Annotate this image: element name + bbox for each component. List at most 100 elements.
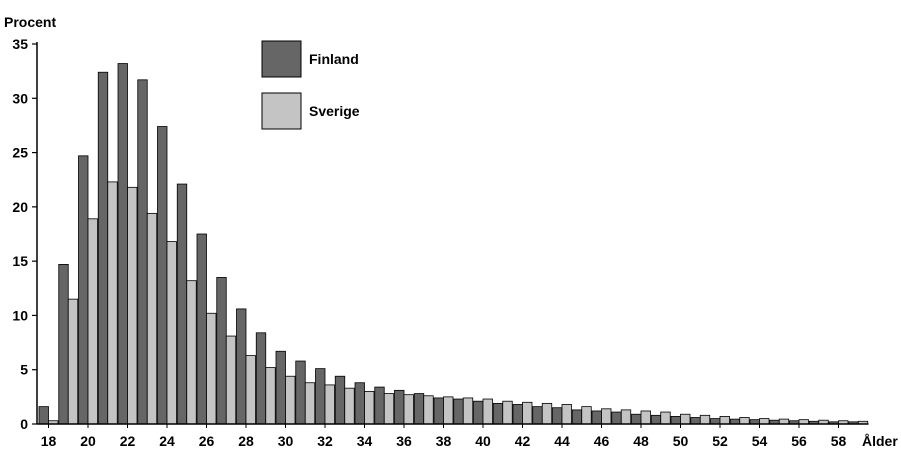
bar-finland-40 [473, 400, 484, 425]
bar-sverige-33 [344, 387, 355, 425]
bar-finland-35 [374, 386, 385, 425]
bar-sverige-22 [127, 186, 138, 425]
x-tick-label: 58 [831, 433, 847, 449]
x-tick-label: 48 [633, 433, 649, 449]
bar-finland-41 [492, 402, 504, 425]
y-tick-label: 20 [12, 199, 28, 215]
bar-finland-27 [216, 277, 227, 425]
y-axis-label: Procent [4, 14, 56, 30]
bar-sverige-44 [561, 404, 572, 425]
bar-sverige-54 [759, 418, 770, 425]
bar-sverige-27 [225, 335, 237, 425]
bar-finland-50 [670, 415, 681, 425]
bar-sverige-43 [541, 402, 553, 425]
bar-sverige-51 [699, 414, 711, 425]
x-tick-label: 38 [436, 433, 452, 449]
x-tick-label: 22 [120, 433, 136, 449]
bar-sverige-25 [186, 280, 197, 425]
bar-finland-52 [710, 418, 721, 425]
y-tick-label: 25 [12, 145, 28, 161]
bar-sverige-21 [107, 181, 118, 425]
bar-finland-21 [97, 71, 109, 425]
bar-sverige-19 [67, 298, 79, 425]
bar-finland-45 [571, 409, 583, 425]
y-tick-label: 10 [12, 307, 28, 323]
x-tick-label: 34 [357, 433, 373, 449]
bar-sverige-41 [502, 400, 513, 425]
legend-swatch-sverige [261, 92, 302, 130]
x-tick-label: 30 [278, 433, 294, 449]
bar-sverige-28 [245, 355, 256, 425]
x-tick-label: 56 [791, 433, 807, 449]
bar-finland-24 [157, 126, 168, 425]
bar-sverige-45 [581, 406, 592, 425]
bar-finland-22 [117, 63, 128, 425]
bar-finland-39 [453, 398, 464, 425]
bar-sverige-46 [601, 408, 612, 425]
bar-sverige-36 [403, 394, 414, 425]
y-tick-label: 35 [12, 36, 28, 52]
y-tick-label: 0 [20, 416, 28, 432]
bar-sverige-20 [87, 218, 98, 425]
bar-sverige-31 [304, 382, 316, 425]
y-tick-label: 5 [20, 362, 28, 378]
bar-finland-31 [295, 360, 306, 425]
bar-finland-42 [512, 404, 523, 425]
bar-finland-25 [176, 183, 188, 425]
x-tick-label: 26 [199, 433, 215, 449]
bar-finland-18 [38, 406, 49, 425]
bar-finland-33 [334, 375, 346, 425]
bar-sverige-39 [462, 397, 474, 425]
x-tick-label: 46 [594, 433, 610, 449]
bar-finland-48 [631, 413, 642, 425]
bar-finland-37 [413, 393, 425, 425]
bar-sverige-32 [324, 384, 335, 425]
bar-finland-32 [315, 368, 326, 425]
x-tick-label: 28 [238, 433, 254, 449]
legend-swatch-finland [261, 40, 302, 78]
bar-sverige-30 [285, 375, 296, 425]
bar-finland-34 [354, 382, 365, 425]
bar-sverige-29 [265, 367, 276, 425]
x-tick-label: 54 [752, 433, 768, 449]
x-tick-label: 24 [159, 433, 175, 449]
bar-sverige-49 [660, 411, 671, 425]
x-tick-label: 40 [475, 433, 491, 449]
bar-finland-38 [433, 397, 444, 425]
bars [38, 63, 869, 425]
bar-sverige-48 [640, 410, 651, 425]
y-axis-ticks: 0 5 10 15 20 25 30 35 [12, 36, 37, 432]
x-tick-label: 36 [396, 433, 412, 449]
bar-sverige-42 [522, 401, 533, 425]
bar-finland-28 [236, 308, 247, 425]
x-axis-label: Ålder [862, 433, 898, 449]
bar-sverige-52 [719, 415, 730, 425]
axes [36, 42, 869, 425]
x-tick-label: 20 [80, 433, 96, 449]
y-tick-label: 15 [12, 253, 28, 269]
bar-finland-29 [255, 332, 267, 425]
bar-sverige-47 [620, 409, 632, 425]
bar-finland-49 [650, 414, 662, 425]
bar-finland-23 [137, 79, 148, 425]
x-tick-label: 44 [554, 433, 570, 449]
bar-finland-47 [611, 411, 622, 425]
x-tick-label: 52 [712, 433, 728, 449]
bar-finland-51 [690, 417, 701, 425]
bar-sverige-34 [364, 391, 375, 425]
bar-finland-46 [591, 410, 602, 425]
legend-label-finland: Finland [309, 51, 359, 67]
x-tick-label: 42 [515, 433, 531, 449]
bar-sverige-23 [146, 212, 158, 425]
bar-sverige-37 [423, 395, 434, 425]
bar-sverige-50 [680, 413, 691, 425]
bar-finland-36 [394, 389, 405, 425]
x-axis-ticks: 18 20 22 24 26 28 30 32 34 36 38 40 42 44 46 48 50 52 54 56… [41, 424, 847, 449]
bar-sverige-40 [482, 398, 493, 425]
bar-finland-19 [58, 263, 69, 425]
x-tick-label: 50 [673, 433, 689, 449]
legend: Finland Sverige [261, 40, 360, 130]
bar-sverige-24 [166, 241, 177, 425]
bar-sverige-53 [739, 417, 750, 425]
